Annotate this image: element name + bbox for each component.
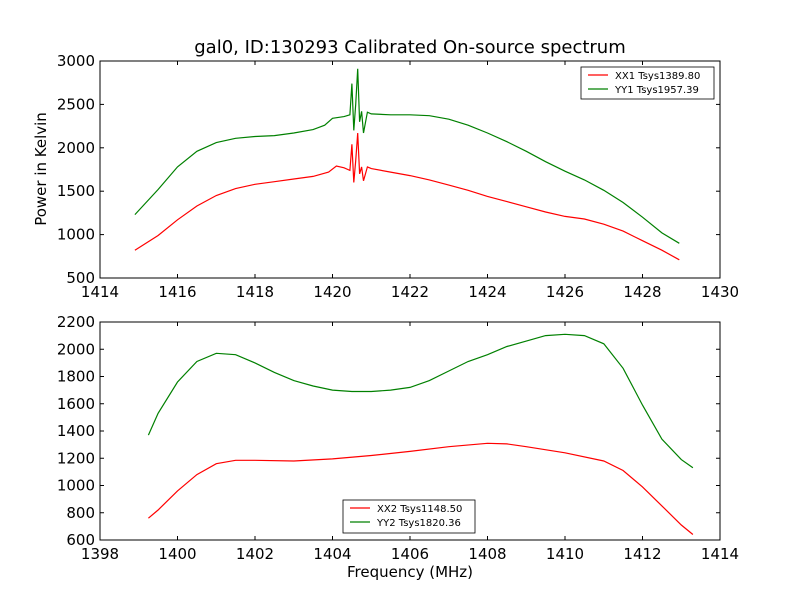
x-tick-label: 1412 bbox=[623, 545, 661, 563]
x-tick-label: 1422 bbox=[391, 283, 429, 301]
x-tick-label: 1418 bbox=[236, 283, 274, 301]
series-line-yy1 bbox=[134, 68, 680, 244]
y-tick-label: 1500 bbox=[57, 182, 95, 200]
legend-box bbox=[580, 66, 715, 100]
legend: XX2 Tsys1148.50 YY2 Tsys1820.36 bbox=[342, 499, 476, 534]
x-tick-label: 1408 bbox=[468, 545, 506, 563]
y-tick-label: 1000 bbox=[57, 477, 95, 495]
y-tick-label: 1400 bbox=[57, 422, 95, 440]
series-line-yy2 bbox=[147, 333, 694, 469]
y-tick-label: 1200 bbox=[57, 449, 95, 467]
x-tick-label: 1404 bbox=[313, 545, 351, 563]
legend-label: YY1 Tsys1957.39 bbox=[614, 85, 699, 96]
y-tick-label: 1600 bbox=[57, 395, 95, 413]
x-tick-label: 1426 bbox=[546, 283, 584, 301]
y-tick-label: 1000 bbox=[57, 226, 95, 244]
x-tick-label: 1410 bbox=[546, 545, 584, 563]
x-tick-label: 1400 bbox=[158, 545, 196, 563]
series-line-xx2 bbox=[148, 442, 694, 535]
legend: XX1 Tsys1389.80 YY1 Tsys1957.39 bbox=[580, 66, 715, 100]
series-line-xx1 bbox=[134, 132, 680, 261]
x-tick-label: 1430 bbox=[701, 283, 739, 301]
y-tick-label: 500 bbox=[66, 269, 95, 287]
x-tick-label: 1414 bbox=[81, 283, 119, 301]
x-tick-label: 1416 bbox=[158, 283, 196, 301]
x-tick-label: 1406 bbox=[391, 545, 429, 563]
bottom-panel: 1398 1400 1402 1404 1406 1408 1410 1412 1414 600 8… bbox=[57, 313, 739, 563]
legend-box bbox=[342, 499, 476, 534]
x-tick-label: 1428 bbox=[623, 283, 661, 301]
x-tick-label: 1420 bbox=[313, 283, 351, 301]
x-tick-label: 1424 bbox=[468, 283, 506, 301]
y-axis-label: Power in Kelvin bbox=[32, 112, 50, 226]
y-tick-label: 3000 bbox=[57, 52, 95, 70]
y-tick-label: 2500 bbox=[57, 95, 95, 113]
y-tick-label: 1800 bbox=[57, 368, 95, 386]
legend-label: XX2 Tsys1148.50 bbox=[377, 504, 462, 515]
top-panel: 1414 1416 1418 1420 1422 1424 1426 1428 1430 500 1… bbox=[57, 52, 739, 301]
x-tick-label: 1414 bbox=[701, 545, 739, 563]
y-tick-label: 2000 bbox=[57, 340, 95, 358]
y-tick-label: 2000 bbox=[57, 139, 95, 157]
chart-title: gal0, ID:130293 Calibrated On-source spe… bbox=[194, 37, 626, 58]
y-tick-label: 2200 bbox=[57, 313, 95, 331]
x-axis-label: Frequency (MHz) bbox=[347, 563, 473, 581]
x-tick-label: 1398 bbox=[81, 545, 119, 563]
y-tick-label: 800 bbox=[66, 504, 95, 522]
x-tick-label: 1402 bbox=[236, 545, 274, 563]
legend-label: YY2 Tsys1820.36 bbox=[376, 518, 461, 529]
legend-label: XX1 Tsys1389.80 bbox=[615, 71, 700, 82]
y-tick-label: 600 bbox=[66, 531, 95, 549]
